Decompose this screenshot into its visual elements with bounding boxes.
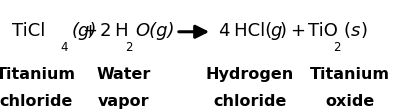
Text: +: + [290, 22, 306, 40]
Text: +: + [82, 22, 98, 40]
Text: s: s [350, 22, 360, 40]
Text: Hydrogen: Hydrogen [206, 67, 294, 81]
Text: O(g): O(g) [135, 22, 174, 40]
Text: vapor: vapor [98, 93, 150, 108]
Text: 2: 2 [333, 41, 341, 53]
Text: ): ) [360, 22, 368, 40]
Text: Titanium: Titanium [0, 67, 76, 81]
Text: 4 HCl(: 4 HCl( [219, 22, 272, 40]
Text: Titanium: Titanium [310, 67, 390, 81]
Text: chloride: chloride [213, 93, 287, 108]
Text: TiCl: TiCl [12, 22, 45, 40]
Text: ): ) [280, 22, 287, 40]
Text: Water: Water [97, 67, 151, 81]
Text: chloride: chloride [0, 93, 73, 108]
Text: 4: 4 [60, 41, 68, 53]
Text: TiO: TiO [308, 22, 338, 40]
Text: 2 H: 2 H [100, 22, 129, 40]
Text: 2: 2 [125, 41, 132, 53]
Text: (: ( [343, 22, 350, 40]
Text: (g): (g) [72, 22, 97, 40]
Text: oxide: oxide [325, 93, 375, 108]
Text: g: g [270, 22, 282, 40]
